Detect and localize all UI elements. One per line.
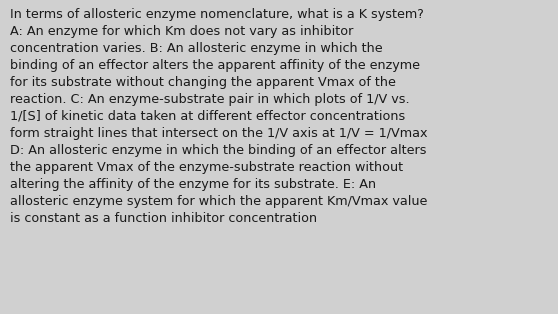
- Text: In terms of allosteric enzyme nomenclature, what is a K system?
A: An enzyme for: In terms of allosteric enzyme nomenclatu…: [10, 8, 427, 225]
